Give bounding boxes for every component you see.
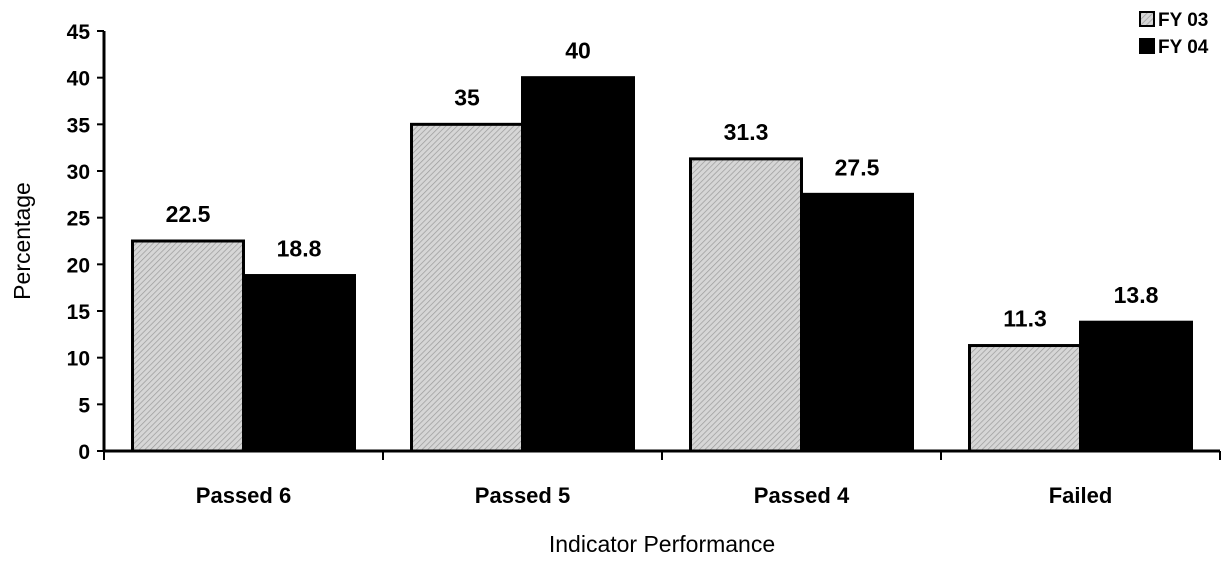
x-axis-title: Indicator Performance	[549, 531, 775, 557]
data-label: 11.3	[1003, 306, 1047, 332]
category-label: Passed 5	[475, 483, 570, 508]
y-tick-label: 30	[67, 161, 90, 184]
data-label: 31.3	[724, 119, 769, 145]
bars-group	[131, 76, 1193, 453]
bar-fy-03-failed	[968, 344, 1082, 453]
category-label: Failed	[1049, 483, 1113, 508]
y-tick-label: 10	[67, 348, 90, 371]
y-tick-label: 40	[67, 68, 90, 91]
bar-fy-04-failed	[1079, 320, 1193, 453]
y-tick-label: 0	[78, 441, 90, 464]
data-label: 13.8	[1114, 282, 1159, 308]
y-tick-label: 35	[67, 114, 91, 137]
category-label: Passed 6	[196, 483, 291, 508]
category-labels: Passed 6 Passed 5 Passed 4 Failed	[196, 483, 1112, 508]
legend-label: FY 03	[1158, 10, 1208, 31]
y-tick-label: 25	[67, 208, 91, 231]
data-label: 22.5	[166, 201, 211, 227]
y-tick-label: 15	[67, 301, 91, 324]
x-axis-ticks	[103, 451, 1221, 460]
y-axis-ticks: 0 5 10 15 20 25 30 35 40 45	[67, 21, 104, 464]
data-label: 18.8	[277, 236, 322, 262]
bar-fy-04-passed-5	[521, 76, 635, 453]
data-label: 27.5	[835, 154, 880, 180]
y-tick-label: 20	[67, 254, 90, 277]
y-tick-label: 45	[67, 21, 91, 44]
bar-fy-03-passed-6	[131, 239, 245, 453]
y-axis-title: Percentage	[9, 182, 35, 300]
bar-fy-04-passed-4	[800, 192, 914, 453]
legend: FY 03 FY 04	[1139, 10, 1209, 58]
data-labels-group: 22.5 18.8 35 40 31.3 27.5 11.3 13.8	[166, 38, 1159, 332]
data-label: 40	[565, 38, 591, 64]
legend-swatch	[1139, 11, 1155, 27]
bar-fy-04-passed-6	[242, 274, 356, 453]
legend-label: FY 04	[1158, 37, 1209, 58]
bar-fy-03-passed-5	[410, 122, 524, 453]
legend-swatch	[1139, 38, 1155, 54]
category-label: Passed 4	[754, 483, 850, 508]
y-tick-label: 5	[78, 394, 90, 417]
data-label: 35	[454, 84, 480, 110]
bar-fy-03-passed-4	[689, 157, 803, 453]
